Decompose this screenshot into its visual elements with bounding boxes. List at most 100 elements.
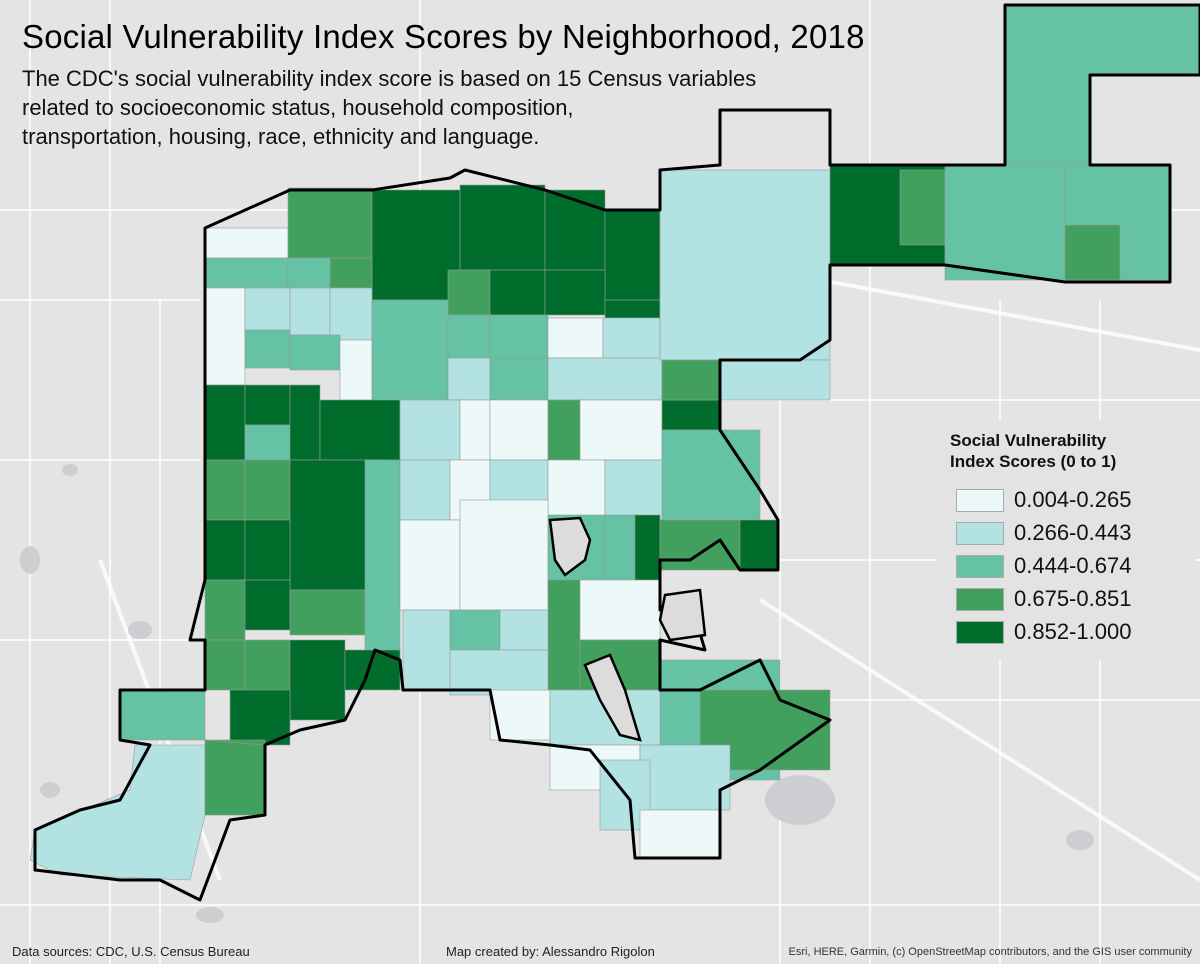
neighborhood: [244, 287, 291, 331]
neighborhood: [29, 744, 206, 881]
neighborhood: [244, 519, 291, 581]
neighborhood: [604, 514, 636, 591]
neighborhood: [399, 399, 461, 461]
neighborhood: [544, 189, 606, 271]
legend-label: 0.266-0.443: [1014, 520, 1132, 545]
neighborhood: [499, 609, 549, 651]
lake: [196, 907, 224, 923]
legend-item: 0.852-1.000: [956, 619, 1131, 645]
neighborhood: [204, 287, 246, 386]
neighborhood: [204, 579, 246, 641]
neighborhood-polygons: [29, 4, 1200, 881]
neighborhood: [287, 257, 331, 289]
legend-title-line: Index Scores (0 to 1): [950, 452, 1117, 471]
neighborhood: [899, 169, 946, 246]
lake: [1066, 830, 1094, 850]
neighborhood: [447, 357, 491, 401]
lake: [765, 775, 835, 825]
subtitle-line: related to socioeconomic status, househo…: [22, 95, 574, 120]
neighborhood: [399, 519, 461, 611]
neighborhood: [547, 399, 581, 461]
neighborhood: [244, 424, 291, 461]
legend-label: 0.004-0.265: [1014, 487, 1132, 512]
neighborhood: [204, 227, 289, 259]
legend-title: Social Vulnerability Index Scores (0 to …: [950, 430, 1116, 472]
city-boundary: [33, 3, 1200, 902]
map-title: Social Vulnerability Index Scores by Nei…: [22, 18, 865, 55]
neighborhood: [661, 399, 721, 431]
neighborhood: [244, 579, 291, 631]
neighborhood: [719, 359, 831, 401]
neighborhood: [329, 257, 373, 289]
neighborhood: [661, 429, 761, 521]
legend-swatch: [956, 587, 1004, 611]
legend-title-line: Social Vulnerability: [950, 431, 1107, 450]
lake: [62, 464, 78, 476]
neighborhood: [319, 399, 401, 461]
neighborhood: [399, 459, 451, 521]
neighborhood: [579, 579, 661, 641]
neighborhood: [204, 739, 266, 816]
neighborhood: [289, 334, 341, 371]
neighborhood: [459, 184, 546, 271]
neighborhood: [459, 399, 491, 461]
highway: [819, 278, 1200, 352]
legend-swatch: [956, 488, 1004, 512]
neighborhood: [204, 519, 246, 581]
neighborhood: [604, 299, 661, 319]
neighborhood: [119, 689, 206, 741]
neighborhood: [547, 317, 604, 359]
neighborhood: [371, 299, 449, 401]
neighborhood: [339, 339, 373, 401]
neighborhood: [547, 579, 581, 691]
neighborhood: [244, 384, 291, 426]
neighborhood: [289, 589, 366, 636]
neighborhood: [364, 459, 401, 661]
neighborhood: [544, 269, 606, 316]
neighborhood: [604, 209, 661, 301]
neighborhood: [289, 639, 346, 721]
neighborhood: [604, 459, 663, 521]
basemap-credit: Esri, HERE, Garmin, (c) OpenStreetMap co…: [788, 946, 1192, 958]
neighborhood: [244, 459, 291, 521]
neighborhood: [659, 519, 741, 571]
legend-label: 0.675-0.851: [1014, 586, 1132, 611]
neighborhood: [489, 314, 549, 359]
neighborhood: [447, 269, 491, 316]
highway: [758, 598, 1200, 882]
neighborhood: [204, 639, 246, 691]
legend-item: 0.444-0.674: [956, 553, 1131, 579]
neighborhood: [639, 809, 721, 859]
neighborhood: [489, 269, 546, 316]
neighborhood: [449, 649, 549, 696]
neighborhood: [287, 187, 373, 259]
neighborhood: [244, 329, 291, 369]
enclave-boundary: [548, 516, 592, 577]
subtitle-line: The CDC's social vulnerability index sco…: [22, 66, 757, 91]
neighborhood: [204, 257, 289, 289]
data-sources: Data sources: CDC, U.S. Census Bureau: [12, 944, 250, 959]
legend-label: 0.852-1.000: [1014, 619, 1132, 644]
neighborhood: [447, 314, 491, 359]
neighborhood: [329, 287, 373, 341]
legend-label: 0.444-0.674: [1014, 553, 1132, 578]
neighborhood: [489, 357, 549, 401]
legend-swatch: [956, 521, 1004, 545]
neighborhood: [944, 164, 1066, 281]
neighborhood: [1064, 224, 1121, 281]
neighborhood: [1004, 4, 1200, 166]
neighborhood: [659, 169, 831, 361]
neighborhood: [489, 689, 551, 741]
neighborhood: [547, 357, 663, 401]
neighborhood: [602, 317, 661, 359]
neighborhood: [489, 399, 549, 461]
neighborhood: [739, 519, 779, 571]
neighborhood: [639, 744, 731, 811]
neighborhood: [661, 359, 721, 401]
neighborhood: [547, 459, 606, 521]
enclave-boundary: [658, 588, 707, 642]
lake: [40, 782, 60, 798]
neighborhood: [449, 609, 501, 651]
neighborhood: [402, 609, 451, 691]
legend-item: 0.675-0.851: [956, 586, 1131, 612]
